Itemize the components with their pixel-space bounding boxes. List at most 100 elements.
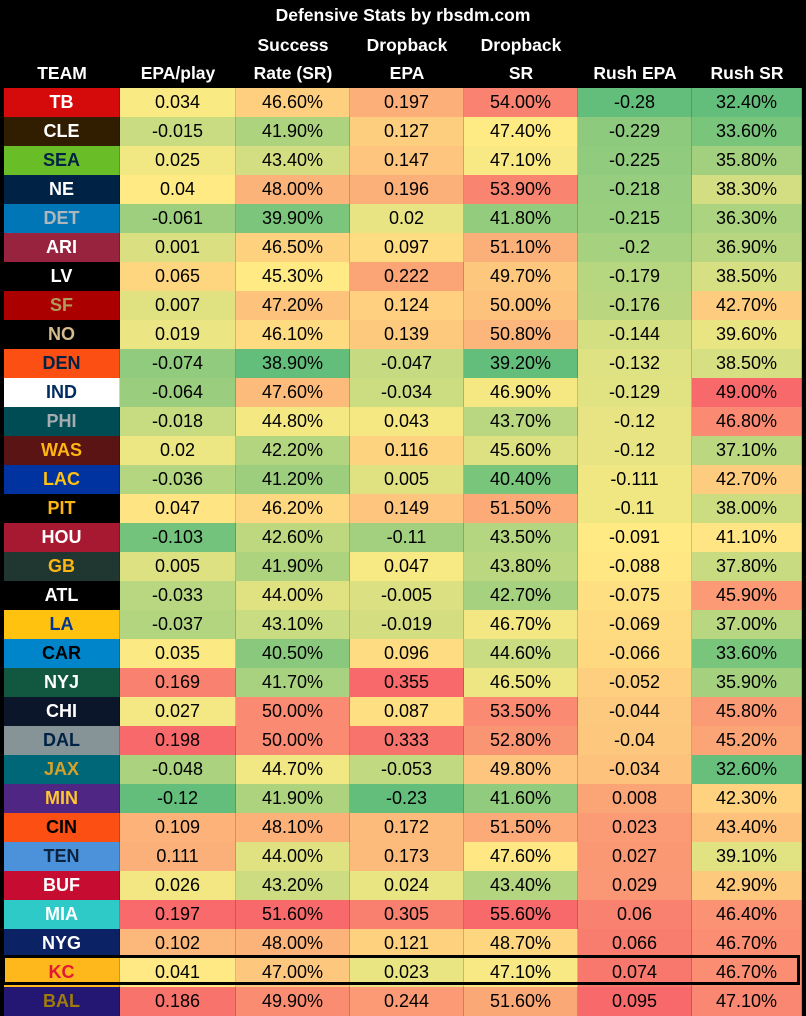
stat-cell-db_epa: 0.147: [350, 146, 464, 175]
stat-cell-db_sr: 50.80%: [464, 320, 578, 349]
stat-cell-db_sr: 47.10%: [464, 958, 578, 987]
stat-cell-rush_sr: 47.10%: [692, 987, 802, 1016]
stat-cell-rush_epa: 0.095: [578, 987, 692, 1016]
team-label: JAX: [4, 755, 120, 784]
stat-cell-rush_sr: 45.80%: [692, 697, 802, 726]
team-label: TB: [4, 88, 120, 117]
stat-cell-epa: -0.061: [120, 204, 236, 233]
stat-cell-db_sr: 53.50%: [464, 697, 578, 726]
stat-cell-rush_sr: 35.90%: [692, 668, 802, 697]
stat-cell-epa: -0.103: [120, 523, 236, 552]
stat-cell-epa: 0.169: [120, 668, 236, 697]
stat-cell-epa: -0.018: [120, 407, 236, 436]
stat-cell-db_epa: 0.197: [350, 88, 464, 117]
stat-cell-db_epa: 0.043: [350, 407, 464, 436]
stat-cell-sr: 48.00%: [236, 175, 350, 204]
stat-cell-rush_sr: 41.10%: [692, 523, 802, 552]
stat-cell-db_sr: 51.60%: [464, 987, 578, 1016]
stat-cell-sr: 45.30%: [236, 262, 350, 291]
stat-cell-db_sr: 48.70%: [464, 929, 578, 958]
stat-cell-epa: 0.001: [120, 233, 236, 262]
team-label: HOU: [4, 523, 120, 552]
stat-cell-db_epa: 0.02: [350, 204, 464, 233]
stat-cell-db_sr: 47.40%: [464, 117, 578, 146]
stat-cell-db_sr: 39.20%: [464, 349, 578, 378]
stat-cell-db_sr: 49.70%: [464, 262, 578, 291]
stat-cell-sr: 39.90%: [236, 204, 350, 233]
team-label: SF: [4, 291, 120, 320]
team-label: BAL: [4, 987, 120, 1016]
header-rush_sr-line-2: Rush SR: [710, 63, 784, 83]
team-label: MIN: [4, 784, 120, 813]
team-label: MIA: [4, 900, 120, 929]
stat-cell-db_epa: 0.124: [350, 291, 464, 320]
stat-cell-db_epa: 0.005: [350, 465, 464, 494]
stat-cell-epa: 0.034: [120, 88, 236, 117]
stat-cell-db_epa: 0.305: [350, 900, 464, 929]
stat-cell-rush_sr: 35.80%: [692, 146, 802, 175]
stat-cell-sr: 44.70%: [236, 755, 350, 784]
stat-cell-db_epa: 0.121: [350, 929, 464, 958]
header-db_epa-line-2: EPA: [389, 63, 425, 83]
stat-cell-rush_epa: -0.088: [578, 552, 692, 581]
team-label: LAC: [4, 465, 120, 494]
stat-cell-db_epa: 0.222: [350, 262, 464, 291]
stat-cell-rush_epa: -0.229: [578, 117, 692, 146]
team-label: LA: [4, 610, 120, 639]
header-rush_epa-line-2: Rush EPA: [593, 63, 677, 83]
stat-cell-epa: 0.111: [120, 842, 236, 871]
stat-cell-db_epa: 0.116: [350, 436, 464, 465]
stat-cell-sr: 41.90%: [236, 784, 350, 813]
stat-cell-rush_sr: 36.30%: [692, 204, 802, 233]
stat-cell-rush_epa: -0.179: [578, 262, 692, 291]
stat-cell-rush_epa: -0.075: [578, 581, 692, 610]
stat-cell-sr: 48.00%: [236, 929, 350, 958]
stat-cell-epa: 0.04: [120, 175, 236, 204]
stat-cell-sr: 40.50%: [236, 639, 350, 668]
stat-cell-rush_sr: 38.00%: [692, 494, 802, 523]
stat-cell-rush_epa: -0.215: [578, 204, 692, 233]
stat-cell-db_epa: -0.034: [350, 378, 464, 407]
stat-cell-db_epa: -0.053: [350, 755, 464, 784]
stat-cell-rush_epa: 0.008: [578, 784, 692, 813]
stat-cell-sr: 41.20%: [236, 465, 350, 494]
stat-cell-db_epa: 0.172: [350, 813, 464, 842]
stat-cell-epa: -0.036: [120, 465, 236, 494]
stat-cell-db_sr: 46.50%: [464, 668, 578, 697]
team-label: KC: [4, 958, 120, 987]
stat-cell-rush_epa: -0.2: [578, 233, 692, 262]
stat-cell-sr: 43.20%: [236, 871, 350, 900]
stat-cell-rush_sr: 42.70%: [692, 291, 802, 320]
team-label: NYJ: [4, 668, 120, 697]
stat-cell-db_epa: 0.024: [350, 871, 464, 900]
header-db_sr-line-1: Dropback: [480, 35, 562, 55]
stat-cell-epa: -0.037: [120, 610, 236, 639]
stat-cell-epa: 0.047: [120, 494, 236, 523]
stat-cell-rush_epa: -0.091: [578, 523, 692, 552]
stat-cell-rush_sr: 49.00%: [692, 378, 802, 407]
team-label: CIN: [4, 813, 120, 842]
stat-cell-db_sr: 45.60%: [464, 436, 578, 465]
stat-cell-sr: 41.70%: [236, 668, 350, 697]
stat-cell-rush_epa: -0.144: [578, 320, 692, 349]
stat-cell-epa: 0.025: [120, 146, 236, 175]
stat-cell-sr: 46.60%: [236, 88, 350, 117]
stat-cell-sr: 38.90%: [236, 349, 350, 378]
stat-cell-epa: 0.186: [120, 987, 236, 1016]
table-title: Defensive Stats by rbsdm.com: [275, 5, 531, 25]
stat-cell-sr: 47.20%: [236, 291, 350, 320]
stat-cell-epa: 0.027: [120, 697, 236, 726]
stat-cell-rush_epa: 0.066: [578, 929, 692, 958]
team-label: BUF: [4, 871, 120, 900]
team-label: NE: [4, 175, 120, 204]
stat-cell-rush_sr: 32.60%: [692, 755, 802, 784]
stat-cell-db_sr: 54.00%: [464, 88, 578, 117]
stat-cell-epa: 0.041: [120, 958, 236, 987]
stat-cell-sr: 50.00%: [236, 726, 350, 755]
stat-cell-sr: 42.60%: [236, 523, 350, 552]
team-label: CAR: [4, 639, 120, 668]
stat-cell-rush_epa: 0.023: [578, 813, 692, 842]
stat-cell-rush_sr: 33.60%: [692, 117, 802, 146]
stat-cell-db_epa: -0.005: [350, 581, 464, 610]
stat-cell-rush_sr: 39.60%: [692, 320, 802, 349]
